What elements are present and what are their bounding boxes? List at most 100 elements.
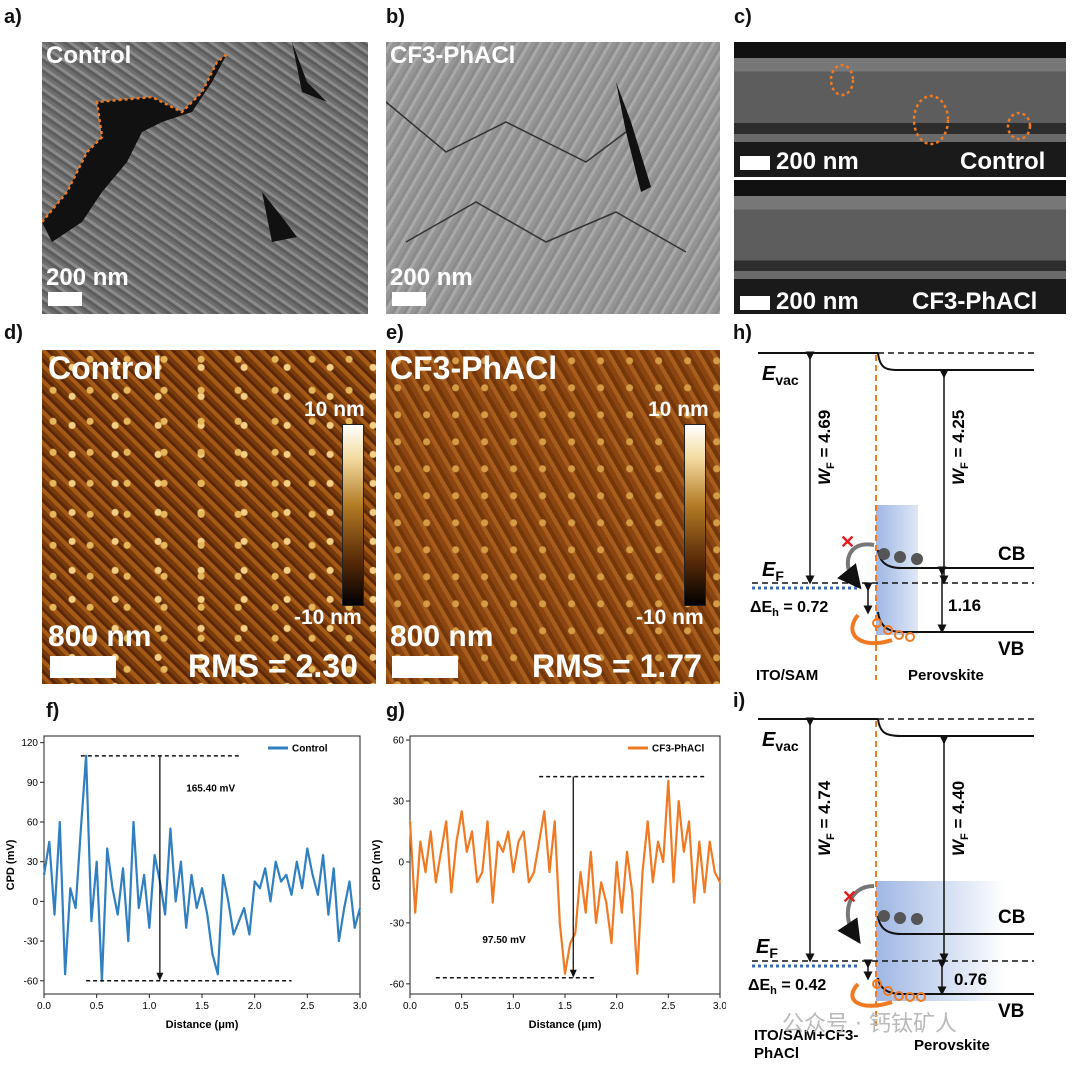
data-point [507, 830, 509, 833]
data-point [579, 871, 582, 873]
x-tick-label: 0.0 [403, 1001, 417, 1012]
scale-text: 800 nm [48, 620, 152, 653]
data-point [719, 881, 721, 884]
data-point [106, 847, 108, 850]
x-tick-label: 2.0 [248, 1001, 262, 1012]
sample-label: CF3-PhACl [390, 350, 558, 386]
svg-text:EF: EF [756, 936, 778, 961]
x-tick-label: 3.0 [353, 1001, 367, 1012]
x-tick-label: 2.0 [610, 1001, 624, 1012]
data-point [481, 871, 484, 873]
data-point [590, 850, 592, 853]
ef-label: E [762, 559, 776, 581]
cpd-chart-control: 0.0 0.5 1.0 1.5 2.0 2.5 3.0 120 90 60 30 0 -30 -60 Dis… [5, 735, 367, 1031]
data-point [683, 850, 685, 853]
x-axis-label: Distance (μm) [529, 1019, 602, 1031]
x-tick-label: 2.5 [300, 1001, 314, 1012]
data-point [274, 860, 277, 863]
wf-right-label: W [949, 467, 968, 485]
data-point [138, 907, 140, 909]
wf-right-sub: F [959, 462, 971, 469]
y-tick-label: 0 [32, 897, 38, 908]
svg-text:Evac: Evac [762, 363, 799, 388]
y-tick-label: -60 [390, 979, 405, 990]
delta-eh-label: ΔE [750, 599, 773, 616]
data-point [641, 871, 644, 873]
delta-eh-value: = 0.42 [777, 977, 826, 994]
data-point [538, 840, 540, 843]
data-point [132, 821, 135, 823]
y-tick-label: -60 [24, 976, 39, 987]
data-point [409, 820, 411, 823]
x-tick-label: 3.0 [713, 1001, 726, 1012]
cross-section-control: 200 nm Control [734, 42, 1066, 177]
right-material-label: Perovskite [914, 1037, 990, 1054]
sample-label: Control [48, 350, 162, 386]
wf-left-value: = 4.74 [815, 780, 834, 833]
data-point [621, 911, 623, 914]
data-point [53, 913, 56, 916]
data-point [185, 927, 187, 929]
svg-text:✕: ✕ [840, 532, 855, 552]
delta-eh-sub: h [772, 607, 779, 619]
data-point [343, 907, 346, 909]
data-point [435, 881, 437, 884]
scale-text: 800 nm [390, 620, 494, 653]
data-point [445, 820, 447, 823]
data-point [533, 871, 535, 873]
data-point [211, 953, 214, 956]
data-point [222, 874, 224, 876]
data-point [714, 871, 716, 873]
x-tick-label: 0.0 [37, 1001, 51, 1012]
data-point [460, 810, 463, 812]
data-point [517, 840, 520, 843]
data-point [169, 827, 172, 830]
data-point [264, 867, 267, 870]
data-point [259, 887, 261, 889]
colorbar-max: 10 nm [304, 398, 365, 421]
evac-sub: vac [775, 738, 799, 754]
data-point [327, 913, 330, 916]
y-tick-label: 120 [21, 738, 38, 749]
data-point [195, 907, 198, 909]
energy-diagram-i: Evac WF = 4.74 WF = 4.40 ✕ EF ΔEh = 0.42… [748, 717, 1034, 1062]
scale-text: 200 nm [46, 264, 129, 291]
wf-left-label: W [815, 838, 834, 856]
data-point [353, 927, 356, 929]
y-tick-label: 90 [27, 778, 39, 789]
energy-diagram-h: Evac WF = 4.69 WF = 4.25 ✕ EF ΔEh = 0.72… [750, 351, 1034, 680]
data-point [280, 880, 282, 883]
data-point [497, 840, 499, 843]
difference-arrowhead [569, 969, 577, 978]
delta-eh-value: = 0.72 [779, 599, 828, 616]
left-material-label-1: ITO/SAM+CF3- [754, 1027, 858, 1044]
wf-right-label: W [949, 838, 968, 856]
data-point [85, 755, 87, 757]
data-point [605, 901, 608, 904]
data-point [667, 779, 670, 782]
x-tick-label: 1.0 [142, 1001, 156, 1012]
evac-sub: vac [775, 372, 799, 388]
scale-bar [740, 156, 770, 170]
y-tick-label: 30 [393, 797, 405, 808]
data-point [248, 933, 251, 936]
data-point [657, 840, 659, 843]
data-point [127, 940, 130, 942]
sample-label: Control [46, 42, 132, 69]
data-point [311, 874, 314, 876]
y-tick-label: 60 [27, 818, 39, 829]
data-point [238, 920, 240, 923]
y-tick-label: 60 [393, 736, 405, 747]
data-point [476, 881, 478, 884]
svg-text:WF = 4.40: WF = 4.40 [949, 781, 971, 856]
data-point [491, 901, 494, 904]
data-point [143, 874, 145, 876]
bandgap-value: 1.16 [948, 596, 981, 615]
x-tick-label: 1.5 [558, 1001, 572, 1012]
data-point [584, 911, 587, 914]
wf-right-value: = 4.40 [949, 781, 968, 833]
panel-label-a: a) [4, 6, 22, 28]
colorbar-min: -10 nm [636, 606, 704, 629]
left-material-label-2: PhACl [754, 1045, 799, 1062]
bandgap-value: 0.76 [954, 970, 987, 989]
